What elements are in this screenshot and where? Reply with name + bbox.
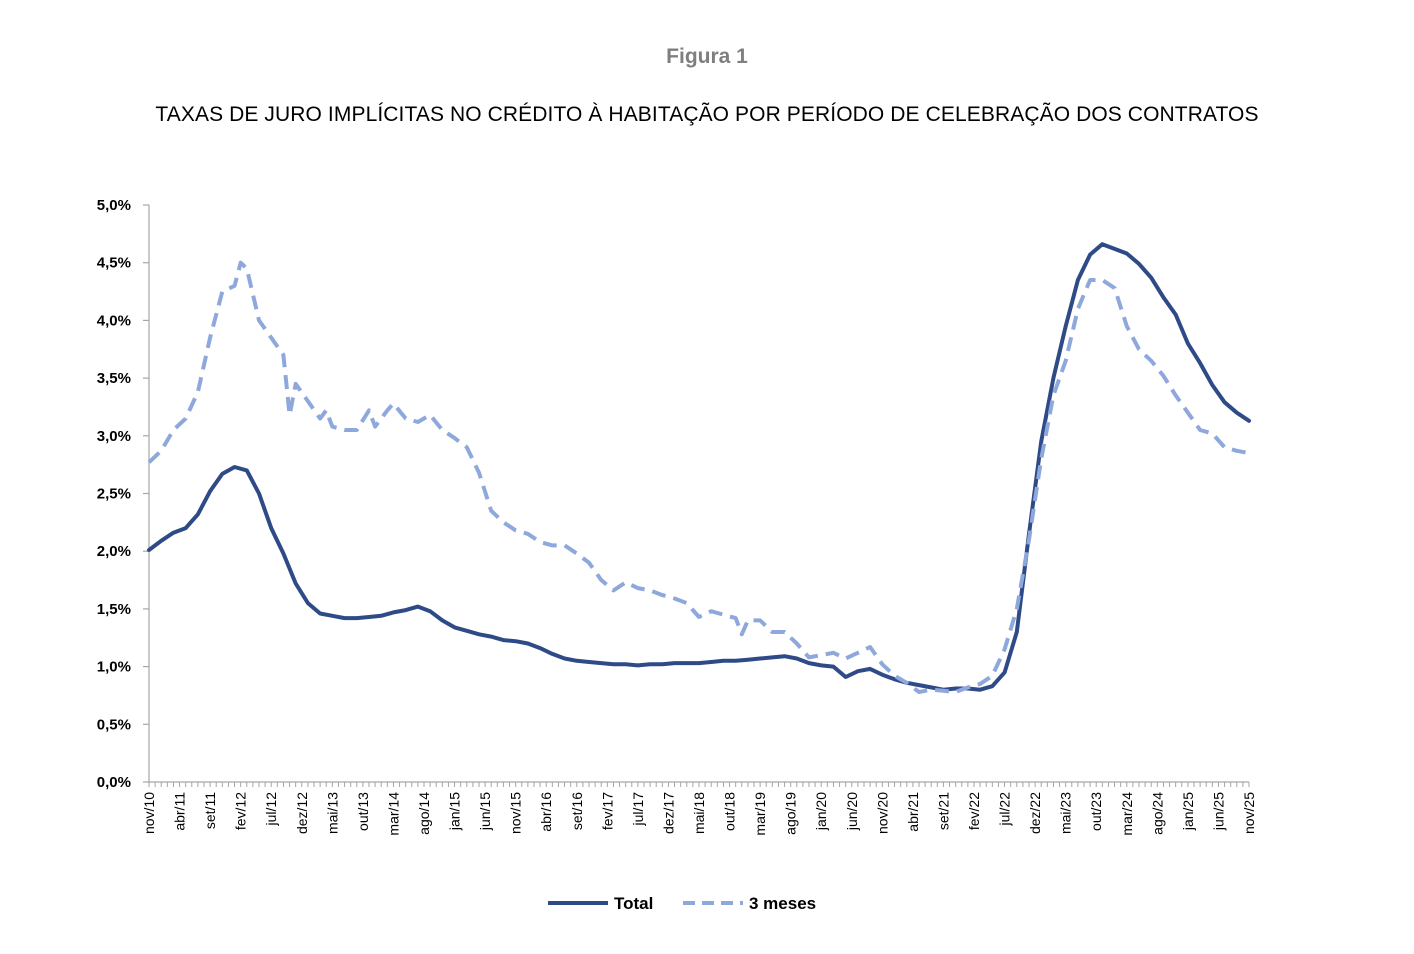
- x-tick-label: abr/11: [172, 792, 188, 831]
- x-tick-label: mai/23: [1058, 792, 1074, 834]
- x-tick-label: nov/25: [1241, 792, 1257, 834]
- x-tick-label: set/16: [569, 792, 585, 830]
- y-tick-label: 2,5%: [97, 486, 131, 503]
- x-tick-label: jun/25: [1210, 792, 1226, 831]
- x-tick-label: ago/14: [416, 792, 432, 835]
- y-tick-label: 3,0%: [97, 428, 131, 445]
- x-tick-label: mai/18: [691, 792, 707, 834]
- y-axis: 0,0% 0,5% 1,0% 1,5% 2,0% 2,5% 3,0% 3,5% 4,0% 4,5%…: [97, 197, 150, 791]
- x-tick-label: ago/19: [783, 792, 799, 835]
- y-tick-label: 0,5%: [97, 716, 131, 733]
- x-tick-label: out/13: [355, 792, 371, 831]
- legend-3-meses-label: 3 meses: [749, 894, 816, 913]
- y-tick-label: 0,0%: [97, 774, 131, 791]
- x-tick-label: jan/20: [813, 792, 829, 831]
- x-tick-label: set/21: [935, 792, 951, 830]
- series-line-total: [147, 242, 1251, 692]
- y-tick-label: 2,0%: [97, 543, 131, 560]
- x-tick-label: dez/22: [1027, 792, 1043, 834]
- y-tick-label: 4,0%: [97, 312, 131, 329]
- x-tick-label: set/11: [202, 792, 218, 829]
- x-tick-label: fev/17: [599, 792, 615, 830]
- x-tick-label: jan/25: [1180, 792, 1196, 831]
- series-line-3-meses: [147, 260, 1250, 694]
- x-tick-label: jul/22: [997, 792, 1013, 827]
- x-tick-label: out/18: [722, 792, 738, 831]
- x-tick-label: dez/12: [294, 792, 310, 834]
- x-tick-label: fev/22: [966, 792, 982, 830]
- x-tick-label: dez/17: [660, 792, 676, 834]
- x-tick-label: fev/12: [233, 792, 249, 830]
- x-tick-label: abr/21: [905, 792, 921, 832]
- x-axis: nov/10 abr/11 set/11 fev/12 jul/12 dez/12 mai/…: [141, 781, 1257, 836]
- x-tick-label: abr/16: [538, 792, 554, 832]
- figure-label: Figura 1: [666, 45, 748, 68]
- y-tick-label: 4,5%: [97, 255, 131, 272]
- y-tick-label: 5,0%: [97, 197, 131, 214]
- x-tick-label: jul/12: [263, 792, 279, 827]
- legend-total-label: Total: [614, 894, 653, 913]
- x-tick-label: out/23: [1088, 792, 1104, 831]
- x-tick-label: mai/13: [324, 792, 340, 834]
- x-tick-label: jan/15: [447, 792, 463, 831]
- y-tick-label: 3,5%: [97, 370, 131, 387]
- legend: Total 3 meses: [548, 894, 816, 913]
- x-tick-label: mar/14: [385, 792, 401, 836]
- x-tick-label: nov/15: [508, 792, 524, 834]
- x-tick-label: mar/19: [752, 792, 768, 836]
- x-tick-label: nov/20: [874, 792, 890, 834]
- y-tick-label: 1,0%: [97, 659, 131, 676]
- x-tick-label: jul/17: [630, 792, 646, 827]
- y-tick-label: 1,5%: [97, 601, 131, 618]
- x-tick-label: nov/10: [141, 792, 157, 834]
- x-tick-label: mar/24: [1119, 792, 1135, 836]
- x-tick-label: jun/20: [844, 792, 860, 831]
- chart-title: TAXAS DE JURO IMPLÍCITAS NO CRÉDITO À HA…: [155, 103, 1259, 126]
- series-layer: [147, 242, 1251, 694]
- x-tick-label: ago/24: [1149, 792, 1165, 835]
- x-tick-label: jun/15: [477, 792, 493, 831]
